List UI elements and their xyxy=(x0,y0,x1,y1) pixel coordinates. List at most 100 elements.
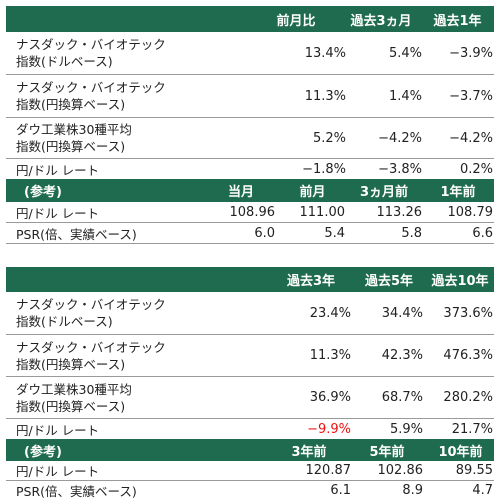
row-label-line2: 指数(ドルベース) xyxy=(16,54,113,69)
table1-header-col2: 過去3ヵ月 xyxy=(350,13,412,29)
value-col3: 476.3% xyxy=(443,348,493,363)
row-divider xyxy=(6,480,494,481)
row-label: ナスダック・バイオテック 指数(ドルベース) xyxy=(6,292,212,334)
table1-row-nbi-usd: ナスダック・バイオテック 指数(ドルベース) 13.4% 5.4% −3.9% xyxy=(6,32,494,74)
table2-ref-row-fx: 円/ドル レート 120.87 102.86 89.55 xyxy=(6,461,494,480)
ref-header-col2: 5年前 xyxy=(369,444,405,460)
row-label: ナスダック・バイオテック 指数(円換算ベース) xyxy=(6,75,212,117)
row-label: PSR(倍、実績ベース) xyxy=(16,226,137,242)
ref-header-col4: 1年前 xyxy=(440,185,476,200)
value-col2: 1.4% xyxy=(388,88,422,104)
row-divider xyxy=(6,222,494,223)
table1-ref-row-fx: 円/ドル レート 108.96 111.00 113.26 108.79 xyxy=(6,202,494,222)
table1-header-row: 前月比 過去3ヵ月 過去1年 xyxy=(6,6,494,32)
row-label: ダウ工業株30種平均 指数(円換算ベース) xyxy=(6,377,212,418)
value-col3: 280.2% xyxy=(443,390,493,405)
value-col1: −1.8% xyxy=(302,161,346,177)
table1-header-col1: 前月比 xyxy=(276,13,316,29)
row-divider xyxy=(6,376,494,377)
value-col2: 42.3% xyxy=(381,348,423,363)
table2-ref-row-psr: PSR(倍、実績ベース) 6.1 8.9 4.7 xyxy=(6,481,494,500)
reference-label: (参考) xyxy=(24,444,62,460)
row-label: ダウ工業株30種平均 指数(円換算ベース) xyxy=(6,118,212,158)
value-col3: 89.55 xyxy=(455,463,493,478)
row-label: 円/ドル レート xyxy=(16,422,100,438)
row-divider xyxy=(6,74,494,75)
value-col1: 108.96 xyxy=(229,204,276,220)
value-col3: −3.9% xyxy=(449,45,493,61)
row-label-line1: ナスダック・バイオテック xyxy=(16,80,166,95)
value-col2: 34.4% xyxy=(381,305,423,321)
performance-table-2: 過去3年 過去5年 過去10年 ナスダック・バイオテック 指数(ドルベース) 2… xyxy=(6,267,494,500)
value-col3: 5.8 xyxy=(401,225,422,241)
ref-header-col2: 前月 xyxy=(299,185,326,200)
value-col1: 13.4% xyxy=(304,45,346,61)
row-label: 円/ドル レート xyxy=(16,205,100,221)
value-col2: 8.9 xyxy=(402,483,423,498)
row-label-line1: ナスダック・バイオテック xyxy=(16,37,166,52)
value-col3: 113.26 xyxy=(376,204,423,220)
table2-header-col3: 過去10年 xyxy=(431,274,489,289)
table2-header-col2: 過去5年 xyxy=(364,274,414,289)
row-divider xyxy=(6,117,494,118)
table1-ref-row-psr: PSR(倍、実績ベース) 6.0 5.4 5.8 6.6 xyxy=(6,223,494,243)
value-col3: −3.7% xyxy=(449,88,493,104)
value-col3: −4.2% xyxy=(449,130,493,146)
value-col2: 5.4% xyxy=(388,45,422,61)
row-label-line1: ナスダック・バイオテック xyxy=(16,297,166,312)
table1-row-dow-jpy: ダウ工業株30種平均 指数(円換算ベース) 5.2% −4.2% −4.2% xyxy=(6,118,494,158)
value-col1: 6.0 xyxy=(254,225,275,241)
ref-header-col3: 10年前 xyxy=(438,444,483,460)
table1-reference-header: (参考) 当月 前月 3ヵ月前 1年前 xyxy=(6,179,494,202)
row-divider xyxy=(6,334,494,335)
value-col1: 120.87 xyxy=(305,463,352,478)
table2-row-nbi-jpy: ナスダック・バイオテック 指数(円換算ベース) 11.3% 42.3% 476.… xyxy=(6,335,494,376)
value-col2: 102.86 xyxy=(377,463,424,478)
value-col3: 0.2% xyxy=(459,161,493,177)
value-col3: 21.7% xyxy=(451,421,493,437)
row-label-line2: 指数(ドルベース) xyxy=(16,314,113,329)
reference-label: (参考) xyxy=(24,185,62,200)
value-col2: 5.9% xyxy=(389,421,423,437)
table1-header-col3: 過去1年 xyxy=(433,13,482,29)
row-label-line2: 指数(円換算ベース) xyxy=(16,97,126,112)
ref-header-col1: 当月 xyxy=(227,185,254,200)
value-col1: 6.1 xyxy=(330,483,351,498)
table-bottom-border xyxy=(6,243,494,244)
row-divider xyxy=(6,158,494,159)
value-col4: 108.79 xyxy=(447,204,494,220)
value-col2: 68.7% xyxy=(381,390,423,405)
table2-row-fx: 円/ドル レート −9.9% 5.9% 21.7% xyxy=(6,419,494,439)
row-label-line2: 指数(円換算ベース) xyxy=(16,356,126,372)
value-col2: −3.8% xyxy=(378,161,422,177)
value-col1: 36.9% xyxy=(309,390,351,405)
table2-reference-header: (参考) 3年前 5年前 10年前 xyxy=(6,439,494,461)
value-col1: 23.4% xyxy=(309,305,351,321)
value-col4: 6.6 xyxy=(472,225,493,241)
value-col3: 373.6% xyxy=(443,305,493,321)
value-col3: 4.7 xyxy=(472,483,493,498)
row-label: ナスダック・バイオテック 指数(ドルベース) xyxy=(6,32,212,74)
table2-header-row: 過去3年 過去5年 過去10年 xyxy=(6,267,494,292)
row-label: 円/ドル レート xyxy=(16,464,100,479)
row-label: 円/ドル レート xyxy=(16,162,100,178)
row-label-line1: ナスダック・バイオテック xyxy=(16,339,166,355)
value-col2: 5.4 xyxy=(324,225,345,241)
value-col1: 11.3% xyxy=(304,88,346,104)
value-col1-negative: −9.9% xyxy=(307,421,351,437)
row-label-line2: 指数(円換算ベース) xyxy=(16,139,126,154)
row-label: PSR(倍、実績ベース) xyxy=(16,484,137,499)
ref-header-col3: 3ヵ月前 xyxy=(359,185,409,200)
value-col1: 5.2% xyxy=(312,130,346,146)
row-label-line1: ダウ工業株30種平均 xyxy=(16,381,132,397)
performance-table-1: 前月比 過去3ヵ月 過去1年 ナスダック・バイオテック 指数(ドルベース) 13… xyxy=(6,6,494,244)
ref-header-col1: 3年前 xyxy=(291,444,327,460)
row-label-line1: ダウ工業株30種平均 xyxy=(16,122,132,137)
table2-header-col1: 過去3年 xyxy=(286,274,336,289)
row-divider xyxy=(6,418,494,419)
table1-row-fx: 円/ドル レート −1.8% −3.8% 0.2% xyxy=(6,159,494,179)
value-col1: 11.3% xyxy=(309,348,351,363)
table2-row-nbi-usd: ナスダック・バイオテック 指数(ドルベース) 23.4% 34.4% 373.6… xyxy=(6,292,494,334)
table1-row-nbi-jpy: ナスダック・バイオテック 指数(円換算ベース) 11.3% 1.4% −3.7% xyxy=(6,75,494,117)
value-col2: −4.2% xyxy=(378,130,422,146)
